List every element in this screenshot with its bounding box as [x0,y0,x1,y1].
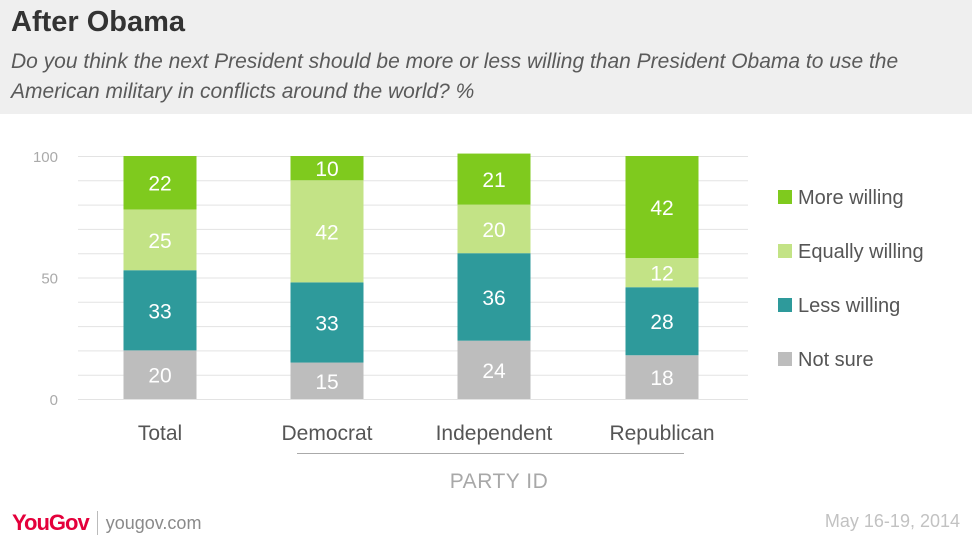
x-tick-label: Independent [436,422,553,445]
header-band: After Obama Do you think the next Presid… [0,0,972,114]
bar-segment [625,156,699,259]
data-label: 28 [650,311,673,334]
data-label: 42 [650,197,673,220]
x-tick-label: Total [138,422,182,445]
bar-segment [457,340,531,399]
data-label: 25 [148,230,171,253]
data-label: 18 [650,367,673,390]
brand-divider [96,511,98,535]
legend-swatch [778,352,792,366]
y-tick-label: 100 [33,149,58,166]
legend-swatch [778,244,792,258]
data-label: 21 [482,169,505,192]
site-url: yougov.com [105,512,202,533]
data-label: 33 [148,300,171,323]
yougov-logo: YouGov [12,510,90,535]
x-tick-label: Democrat [281,422,372,445]
data-label: 20 [482,219,505,242]
legend-label: More willing [798,187,904,209]
data-label: 36 [482,287,505,310]
bar-segment [625,258,699,288]
data-label: 22 [148,173,171,196]
data-label: 15 [315,371,338,394]
bar-segment [290,282,364,363]
survey-date: May 16-19, 2014 [824,511,960,531]
x-tick-label: Republican [609,422,714,445]
y-tick-label: 0 [50,392,58,409]
chart-subtitle: Do you think the next President should b… [11,50,899,103]
legend-label: Equally willing [798,241,924,263]
bar-segment [123,270,197,351]
data-label: 10 [315,158,338,181]
legend-swatch [778,298,792,312]
data-label: 24 [482,360,506,383]
brand: YouGov yougov.com [12,508,201,538]
bar-segment [625,287,699,356]
chart-title: After Obama [11,6,186,38]
bar-segment [290,156,364,181]
legend-label: Not sure [798,349,874,371]
legend-label: Less willing [798,295,900,317]
data-label: 12 [650,263,673,286]
group-label: PARTY ID [450,470,549,493]
data-label: 42 [315,221,338,244]
data-label: 33 [315,312,338,335]
bar-segment [123,156,197,210]
bar-segment [123,209,197,271]
bar-segment [123,350,197,399]
legend-swatch [778,190,792,204]
data-label: 20 [148,365,171,388]
bar-segment [457,253,531,341]
bar-segment [625,355,699,399]
bar-segment [290,362,364,399]
y-tick-label: 50 [41,271,58,288]
bar-segment [457,204,531,254]
bar-segment [290,180,364,283]
bar-segment [457,153,531,205]
